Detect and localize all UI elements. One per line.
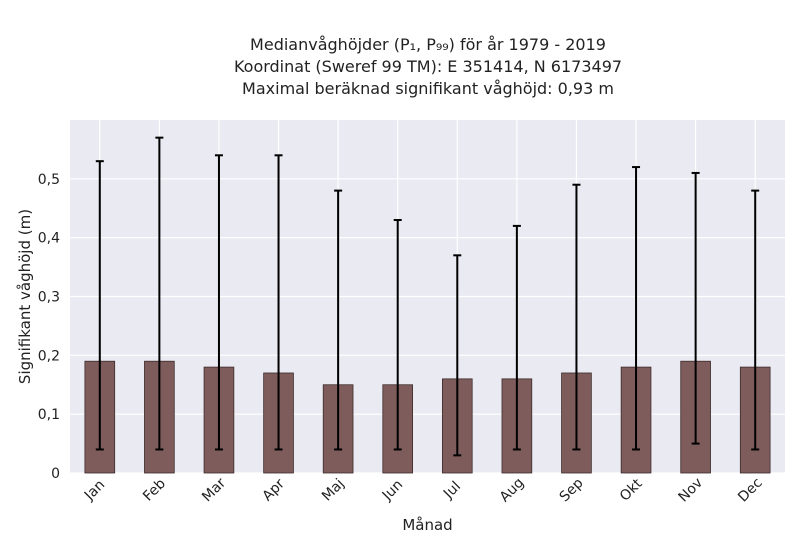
x-tick-label-feb: Feb <box>140 476 169 505</box>
x-tick-label-maj: Maj <box>319 476 348 505</box>
x-tick-label-dec: Dec <box>735 475 765 505</box>
chart-subtitle-max-height: Maximal beräknad signifikant våghöjd: 0,… <box>242 79 614 98</box>
y-tick-label: 0,2 <box>38 348 60 364</box>
y-gridlines <box>70 178 785 474</box>
x-tick-labels: Jan Feb Mar Apr Maj Jun Jul Aug Sep Okt Nov Dec <box>81 475 766 506</box>
chart-title: Medianvåghöjder (P₁, P₉₉) för år 1979 - … <box>250 35 606 54</box>
x-tick-label-nov: Nov <box>675 475 706 506</box>
x-tick-label-mar: Mar <box>199 475 229 505</box>
error-bar-aug <box>512 224 521 451</box>
y-tick-label: 0,1 <box>38 407 60 423</box>
x-tick-label-jun: Jun <box>379 477 406 504</box>
chart-title-block: Medianvåghöjder (P₁, P₉₉) för år 1979 - … <box>0 34 800 100</box>
error-bar-maj <box>334 189 343 451</box>
error-bar-apr <box>274 154 283 451</box>
error-bar-jun <box>393 219 402 451</box>
x-tick-label-aug: Aug <box>497 475 528 506</box>
error-bar-dec <box>751 189 760 451</box>
error-bar-jul <box>453 254 462 457</box>
x-axis-title: Månad <box>402 516 452 534</box>
error-bar-sep <box>572 183 581 451</box>
x-tick-label-jan: Jan <box>81 477 108 504</box>
error-bar-mar <box>214 154 223 451</box>
y-tick-label: 0,5 <box>38 172 60 188</box>
y-tick-labels: 0 0,1 0,2 0,3 0,4 0,5 <box>38 172 60 482</box>
x-tick-label-jul: Jul <box>440 479 464 503</box>
x-tick-label-apr: Apr <box>259 476 288 505</box>
y-tick-label: 0 <box>51 466 60 482</box>
error-bar-nov <box>691 171 700 445</box>
y-tick-label: 0,4 <box>38 231 60 247</box>
x-tick-label-sep: Sep <box>557 475 587 505</box>
error-bar-feb <box>155 136 164 451</box>
error-bars <box>95 136 760 457</box>
chart-subtitle-coordinate: Koordinat (Sweref 99 TM): E 351414, N 61… <box>233 57 623 76</box>
error-bar-jan <box>95 160 104 451</box>
error-bar-okt <box>632 166 641 451</box>
x-tick-label-okt: Okt <box>617 475 646 504</box>
y-tick-label: 0,3 <box>38 290 60 306</box>
y-axis-title: Signifikant våghöjd (m) <box>16 209 34 384</box>
